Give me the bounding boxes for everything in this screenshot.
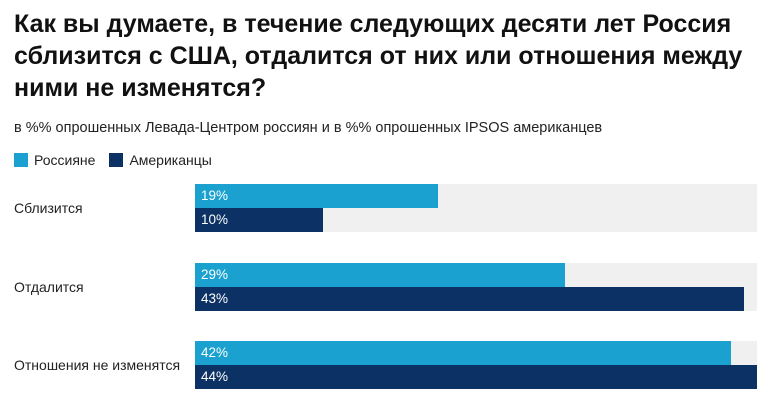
- data-label: 43%: [201, 291, 229, 306]
- chart-title: Как вы думаете, в течение следующих деся…: [14, 10, 743, 102]
- legend-swatch-russians: [14, 153, 28, 167]
- bar-americans: [195, 287, 745, 311]
- legend-item-russians: Россияне: [14, 152, 95, 168]
- bar-russians: [195, 341, 732, 365]
- data-label: 29%: [201, 267, 229, 282]
- category-label: Отдалится: [14, 279, 84, 295]
- data-label: 10%: [201, 212, 229, 227]
- legend-label-americans: Американцы: [129, 152, 212, 168]
- legend-label-russians: Россияне: [34, 152, 96, 168]
- chart-subtitle: в %% опрошенных Левада-Центром россиян и…: [14, 120, 603, 136]
- bar-russians: [195, 184, 438, 208]
- legend-swatch-americans: [109, 153, 124, 167]
- bar-americans: [195, 365, 757, 389]
- data-label: 44%: [201, 369, 229, 384]
- legend: Россияне Американцы: [14, 150, 212, 170]
- bar-russians: [195, 263, 566, 287]
- data-label: 19%: [201, 188, 229, 203]
- legend-item-americans: Американцы: [109, 152, 212, 168]
- category-label: Отношения не изменятся: [14, 357, 181, 373]
- data-label: 42%: [201, 345, 229, 360]
- category-label: Сблизится: [14, 200, 83, 216]
- bar-americans: [195, 208, 323, 232]
